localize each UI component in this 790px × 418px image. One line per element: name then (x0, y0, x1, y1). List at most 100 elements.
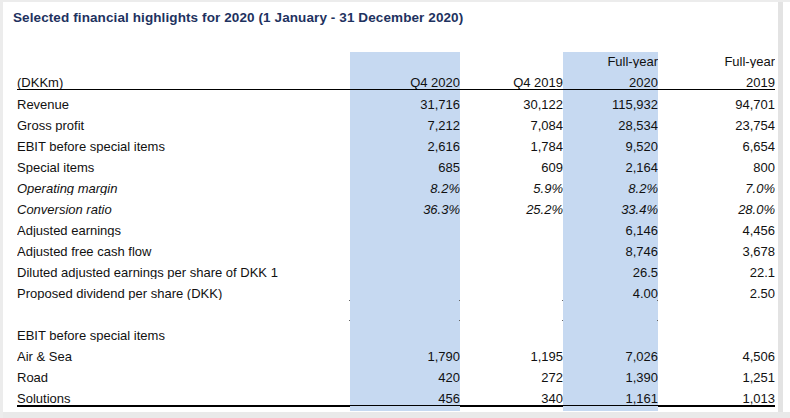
window-bottom-edge (3, 412, 790, 418)
cell-fullyear-2020: 1,390 (563, 363, 658, 384)
table-body: Revenue 31,716 30,122 115,932 94,701 Gro… (17, 90, 775, 407)
row-label: Proposed dividend per share (DKK) (17, 279, 350, 300)
cell-fullyear-2020: 8,746 (563, 237, 658, 258)
cell-q4-2019 (460, 279, 563, 300)
header-row-bottom: (DKKm) Q4 2020 Q4 2019 2020 2019 (17, 68, 775, 90)
row-label: Adjusted free cash flow (17, 237, 350, 258)
cell-fullyear-2020: 8.2% (563, 174, 658, 195)
cell-fullyear-2019: 94,701 (658, 90, 775, 112)
cell-q4-2020: 1,790 (350, 342, 460, 363)
header-row-top: Full-year Full-year (17, 52, 775, 68)
cell-q4-2019 (460, 258, 563, 279)
page-title: Selected financial highlights for 2020 (… (13, 10, 463, 25)
cell-fullyear-2019: 7.0% (658, 174, 775, 195)
cell-fullyear-2019: 23,754 (658, 111, 775, 132)
table-row-conversion-ratio: Conversion ratio 36.3% 25.2% 33.4% 28.0% (17, 195, 775, 216)
cell-q4-2019: 272 (460, 363, 563, 384)
table-row-revenue: Revenue 31,716 30,122 115,932 94,701 (17, 90, 775, 112)
table-row-spacer (17, 300, 775, 321)
section-header-label: EBIT before special items (17, 321, 350, 342)
cell-fullyear-2019 (658, 321, 775, 342)
cell-fullyear-2019: 800 (658, 153, 775, 174)
highlight-stub-fullyear-2020 (563, 406, 658, 411)
row-label: Solutions (17, 384, 350, 406)
cell-fullyear-2019 (658, 300, 775, 321)
cell-q4-2020: 8.2% (350, 174, 460, 195)
table-row-ebit-section-header: EBIT before special items (17, 321, 775, 342)
cell-fullyear-2020: 9,520 (563, 132, 658, 153)
cell-fullyear-2020: 1,161 (563, 384, 658, 406)
row-label: Adjusted earnings (17, 216, 350, 237)
header-q4-2020-top (350, 52, 460, 68)
cell-fullyear-2020 (563, 321, 658, 342)
cell-q4-2019: 1,784 (460, 132, 563, 153)
header-fullyear-2020: 2020 (563, 68, 658, 90)
row-label: Conversion ratio (17, 195, 350, 216)
row-label (17, 300, 350, 321)
row-label: Road (17, 363, 350, 384)
cell-q4-2020 (350, 279, 460, 300)
cell-fullyear-2019: 3,678 (658, 237, 775, 258)
header-fullyear-2019: 2019 (658, 68, 775, 90)
table-row-operating-margin: Operating margin 8.2% 5.9% 8.2% 7.0% (17, 174, 775, 195)
cell-fullyear-2020: 28,534 (563, 111, 658, 132)
cell-q4-2019: 340 (460, 384, 563, 406)
unit-label: (DKKm) (17, 68, 350, 90)
header-q4-2019-top (460, 52, 563, 68)
table-row-road: Road 420 272 1,390 1,251 (17, 363, 775, 384)
cell-fullyear-2020: 6,146 (563, 216, 658, 237)
table-row-special-items: Special items 685 609 2,164 800 (17, 153, 775, 174)
cell-q4-2019: 1,195 (460, 342, 563, 363)
cell-q4-2020: 456 (350, 384, 460, 406)
cell-q4-2020 (350, 237, 460, 258)
cell-q4-2019 (460, 237, 563, 258)
cell-fullyear-2019: 2.50 (658, 279, 775, 300)
cell-fullyear-2019: 28.0% (658, 195, 775, 216)
table-row-air-and-sea: Air & Sea 1,790 1,195 7,026 4,506 (17, 342, 775, 363)
cell-fullyear-2020: 26.5 (563, 258, 658, 279)
header-q4-2019: Q4 2019 (460, 68, 563, 90)
table-header: Full-year Full-year (DKKm) Q4 2020 Q4 20… (17, 52, 775, 90)
cell-q4-2020 (350, 258, 460, 279)
cell-q4-2019: 7,084 (460, 111, 563, 132)
cell-fullyear-2020: 115,932 (563, 90, 658, 112)
header-spacer (17, 52, 350, 68)
header-q4-2020: Q4 2020 (350, 68, 460, 90)
cell-q4-2020: 36.3% (350, 195, 460, 216)
cell-fullyear-2020: 4.00 (563, 279, 658, 300)
cell-fullyear-2020 (563, 300, 658, 321)
table-row-diluted-adjusted-eps: Diluted adjusted earnings per share of D… (17, 258, 775, 279)
row-label: Revenue (17, 90, 350, 112)
cell-q4-2019: 25.2% (460, 195, 563, 216)
cell-q4-2020: 685 (350, 153, 460, 174)
financial-highlights-table: Full-year Full-year (DKKm) Q4 2020 Q4 20… (17, 52, 775, 407)
cell-q4-2020: 31,716 (350, 90, 460, 112)
cell-fullyear-2019: 1,251 (658, 363, 775, 384)
cell-fullyear-2020: 7,026 (563, 342, 658, 363)
table-row-proposed-dividend: Proposed dividend per share (DKK) 4.00 2… (17, 279, 775, 300)
cell-q4-2019 (460, 321, 563, 342)
cell-q4-2020 (350, 300, 460, 321)
cell-q4-2020 (350, 216, 460, 237)
cell-fullyear-2019: 1,013 (658, 384, 775, 406)
table-row-gross-profit: Gross profit 7,212 7,084 28,534 23,754 (17, 111, 775, 132)
cell-fullyear-2019: 4,456 (658, 216, 775, 237)
header-fullyear-2019-top: Full-year (658, 52, 775, 68)
table-row-solutions: Solutions 456 340 1,161 1,013 (17, 384, 775, 406)
row-label: EBIT before special items (17, 132, 350, 153)
cell-fullyear-2019: 22.1 (658, 258, 775, 279)
table-row-ebit-before-special-items: EBIT before special items 2,616 1,784 9,… (17, 132, 775, 153)
cell-q4-2020 (350, 321, 460, 342)
cell-fullyear-2020: 33.4% (563, 195, 658, 216)
cell-fullyear-2019: 6,654 (658, 132, 775, 153)
cell-q4-2019: 5.9% (460, 174, 563, 195)
cell-q4-2019 (460, 300, 563, 321)
cell-q4-2019: 609 (460, 153, 563, 174)
table-row-adjusted-free-cash-flow: Adjusted free cash flow 8,746 3,678 (17, 237, 775, 258)
cell-q4-2020: 420 (350, 363, 460, 384)
cell-q4-2019: 30,122 (460, 90, 563, 112)
row-label: Diluted adjusted earnings per share of D… (17, 258, 350, 279)
highlight-stub-q4-2020 (350, 406, 460, 411)
cell-q4-2019 (460, 216, 563, 237)
report-page: Selected financial highlights for 2020 (… (0, 0, 790, 418)
